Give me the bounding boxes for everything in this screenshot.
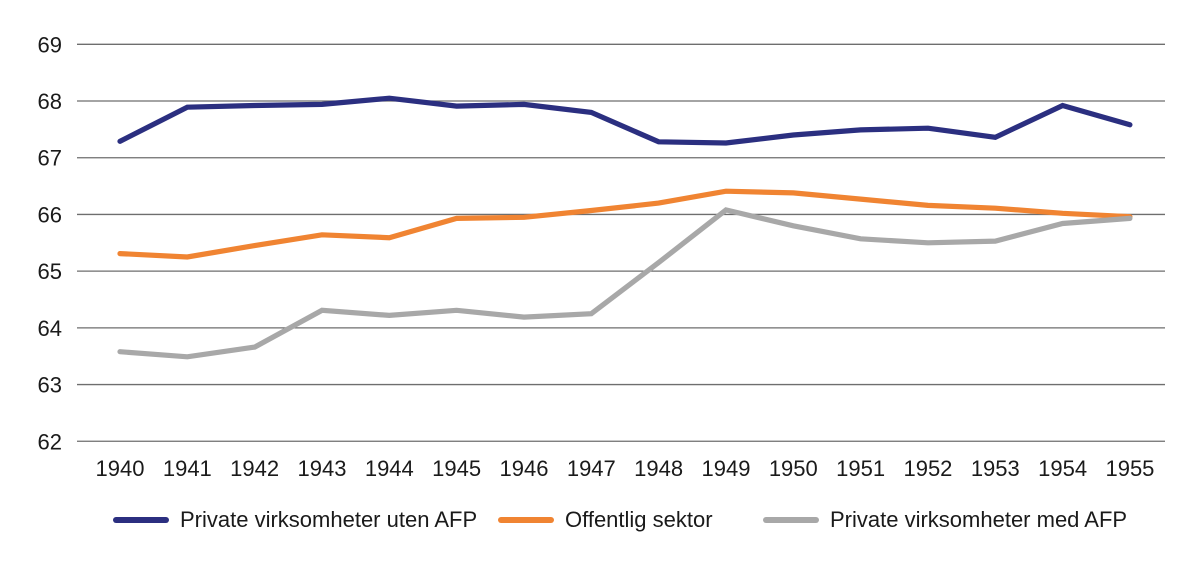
x-tick-label: 1942 <box>230 456 279 481</box>
legend-item-offentlig-sektor: Offentlig sektor <box>498 506 713 534</box>
y-tick-label: 62 <box>38 429 62 454</box>
y-tick-label: 65 <box>38 259 62 284</box>
x-tick-label: 1940 <box>96 456 145 481</box>
x-tick-label: 1943 <box>298 456 347 481</box>
x-tick-label: 1949 <box>701 456 750 481</box>
legend-line-swatch-gray <box>763 517 819 523</box>
y-tick-label: 68 <box>38 89 62 114</box>
y-tick-label: 69 <box>38 32 62 57</box>
chart-legend: Private virksomheter uten AFP Offentlig … <box>0 506 1198 534</box>
x-tick-label: 1945 <box>432 456 481 481</box>
y-tick-label: 67 <box>38 146 62 171</box>
legend-item-private-uten-afp: Private virksomheter uten AFP <box>113 506 477 534</box>
x-tick-label: 1950 <box>769 456 818 481</box>
x-tick-label: 1941 <box>163 456 212 481</box>
x-tick-label: 1951 <box>836 456 885 481</box>
x-tick-label: 1947 <box>567 456 616 481</box>
plot-area: 69 68 67 66 65 64 63 62 1940 1941 1942 1943 1944 1945… <box>38 32 1165 481</box>
x-tick-label: 1954 <box>1038 456 1087 481</box>
x-tick-label: 1948 <box>634 456 683 481</box>
legend-line-swatch-navy <box>113 517 169 523</box>
x-tick-label: 1946 <box>500 456 549 481</box>
series-line-0 <box>117 95 1133 146</box>
legend-label: Private virksomheter med AFP <box>830 507 1128 532</box>
x-tick-label: 1953 <box>971 456 1020 481</box>
legend-label: Private virksomheter uten AFP <box>180 507 478 532</box>
y-tick-label: 66 <box>38 202 62 227</box>
series-line-1 <box>117 188 1133 260</box>
x-tick-label: 1944 <box>365 456 414 481</box>
legend-item-private-med-afp: Private virksomheter med AFP <box>763 506 1127 534</box>
x-tick-label: 1952 <box>903 456 952 481</box>
legend-label: Offentlig sektor <box>565 507 713 532</box>
y-tick-label: 63 <box>38 373 62 398</box>
x-tick-label: 1955 <box>1105 456 1154 481</box>
series-line-2 <box>117 207 1133 360</box>
legend-line-swatch-orange <box>498 517 554 523</box>
y-tick-label: 64 <box>38 316 62 341</box>
